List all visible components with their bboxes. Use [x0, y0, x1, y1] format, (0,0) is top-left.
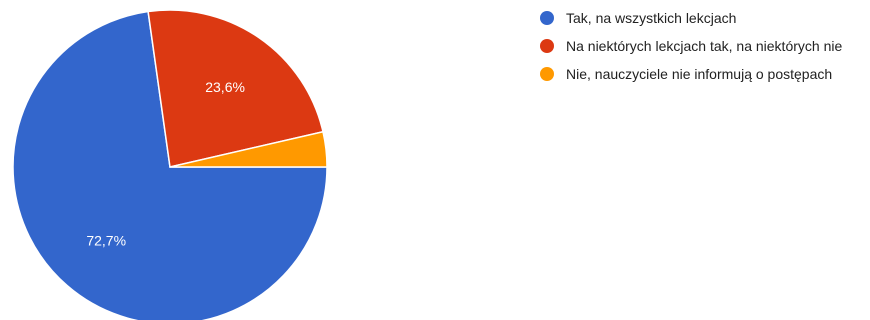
pie-slices	[12, 9, 328, 320]
legend-label-2: Nie, nauczyciele nie informują o postępa…	[566, 66, 833, 82]
pie-slice-2	[169, 130, 328, 168]
legend-marker-0	[540, 11, 554, 25]
legend-item-2: Nie, nauczyciele nie informują o postępa…	[540, 64, 856, 84]
legend-marker-2	[540, 67, 554, 81]
legend-item-1: Na niektórych lekcjach tak, na niektóryc…	[540, 36, 856, 56]
legend-label-0: Tak, na wszystkich lekcjach	[566, 10, 737, 26]
pie-slice-label-1: 23,6%	[205, 79, 245, 95]
pie-slice-0	[12, 10, 328, 320]
legend-item-0: Tak, na wszystkich lekcjach	[540, 8, 856, 28]
legend-marker-1	[540, 39, 554, 53]
pie-slice-1	[147, 9, 324, 168]
legend: Tak, na wszystkich lekcjach Na niektórych…	[540, 8, 860, 92]
pie-slice-labels: 72,7% 23,6%	[86, 79, 245, 249]
pie-slice-label-0: 72,7%	[86, 233, 126, 249]
legend-label-1: Na niektórych lekcjach tak, na niektóryc…	[566, 38, 843, 54]
